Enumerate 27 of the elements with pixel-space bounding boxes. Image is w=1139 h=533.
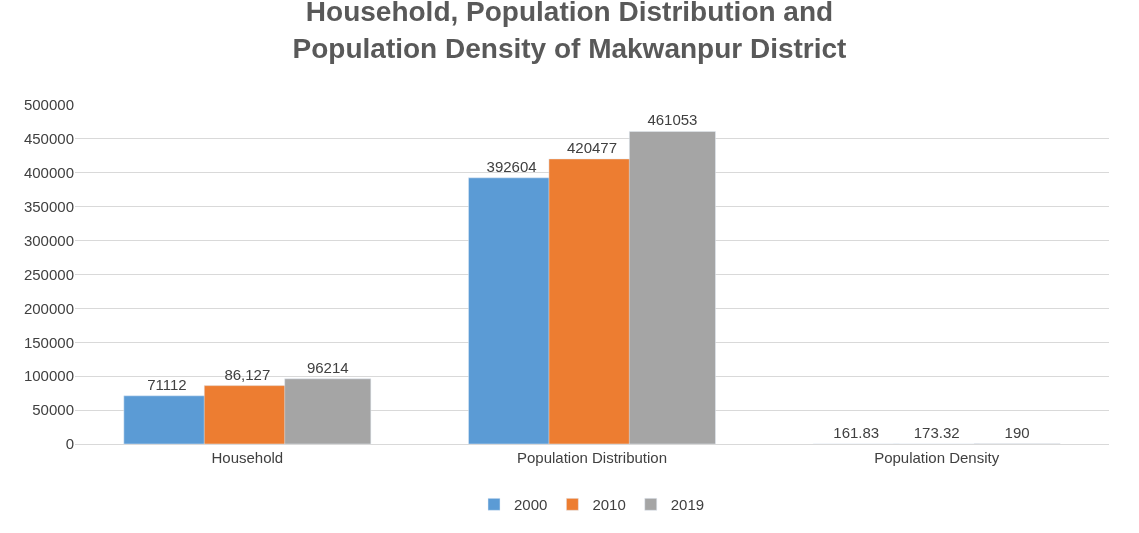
y-tick-label: 200000 <box>23 299 74 317</box>
y-tick-label: 150000 <box>23 333 74 351</box>
legend-label: 2019 <box>670 496 705 514</box>
y-tick-label: 400000 <box>23 164 74 182</box>
y-tick-label: 0 <box>65 435 74 453</box>
x-tick-label: Population Distribution <box>516 449 668 466</box>
y-tick-label: 350000 <box>23 197 74 215</box>
chart-title: Household, Population Distribution and Population Density of Makwanpur District <box>292 0 847 64</box>
legend-label: 2010 <box>592 496 626 514</box>
data-label: 392604 <box>486 157 537 175</box>
data-label: 86,127 <box>224 365 271 383</box>
y-tick-label: 450000 <box>23 130 74 148</box>
y-tick-label: 500000 <box>23 96 74 114</box>
legend-label: 2000 <box>514 496 548 514</box>
x-tick-label: Population Density <box>874 449 1000 466</box>
y-tick-label: 300000 <box>23 231 74 249</box>
data-label: 420477 <box>566 138 618 156</box>
y-tick-label: 100000 <box>23 367 74 385</box>
data-label: 161.83 <box>833 423 880 441</box>
data-label: 71112 <box>147 375 187 393</box>
y-tick-label: 250000 <box>23 265 74 283</box>
data-label: 461053 <box>647 111 698 129</box>
data-label: 173.32 <box>913 423 960 441</box>
x-tick-label: Household <box>211 449 284 466</box>
data-label: 190 <box>1004 423 1030 441</box>
data-label: 96214 <box>306 358 349 376</box>
y-tick-label: 50000 <box>32 401 74 419</box>
